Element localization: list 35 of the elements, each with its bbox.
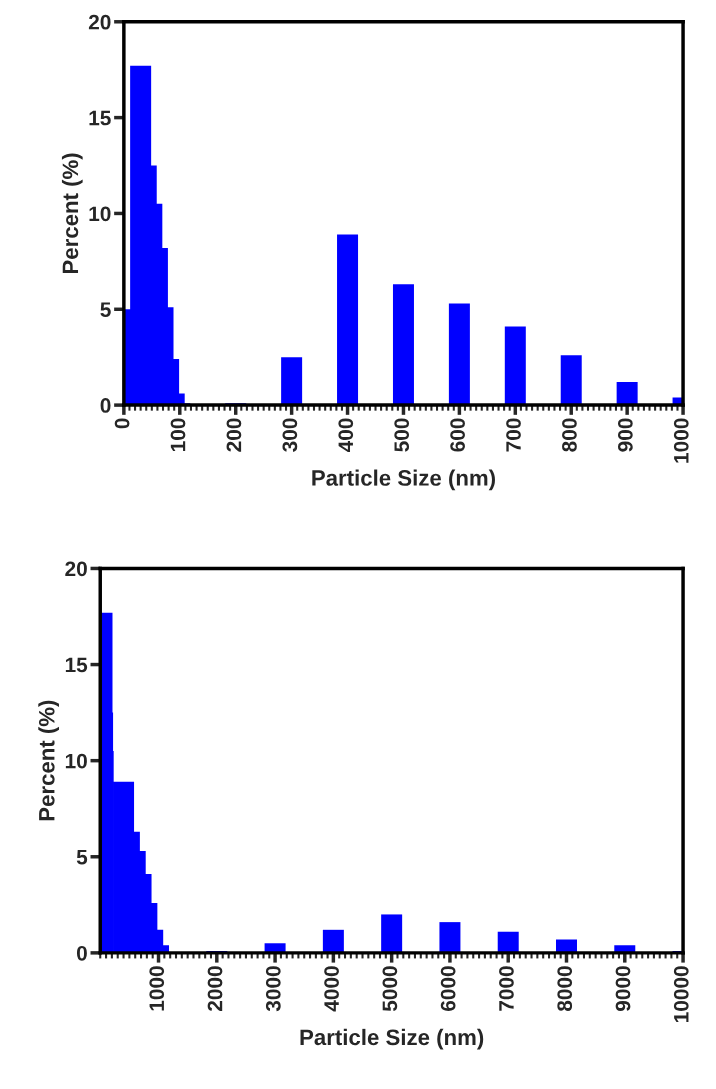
x-tick-label: 800	[562, 418, 577, 452]
y-tick-label: 20	[65, 561, 87, 577]
y-axis-title: Percent (%)	[61, 153, 83, 274]
x-tick-label: 200	[226, 418, 242, 452]
y-tick-label: 10	[89, 206, 111, 222]
x-axis-title: Particle Size (nm)	[312, 469, 495, 491]
x-tick-label: 7000	[499, 966, 514, 1011]
x-tick-label: 10000	[673, 966, 689, 1022]
x-tick-label: 6000	[440, 966, 456, 1011]
x-tick-label: 500	[394, 418, 410, 452]
y-tick-label: 10	[65, 753, 87, 769]
x-tick-label: 9000	[615, 966, 631, 1011]
x-tick-label: 3000	[265, 966, 281, 1012]
x-tick-label: 400	[338, 418, 354, 453]
y-tick-label: 20	[88, 14, 111, 30]
x-tick-label: 600	[450, 418, 465, 452]
x-tick-label: 900	[617, 418, 633, 452]
x-tick-label: 8000	[557, 966, 573, 1012]
x-tick-label: 300	[282, 418, 298, 452]
x-tick-label: 1000	[673, 418, 689, 463]
x-tick-label: 700	[506, 418, 521, 452]
x-tick-label: 0	[114, 418, 130, 429]
y-tick-label: 0	[76, 945, 87, 961]
y-axis-title: Percent (%)	[38, 700, 60, 821]
x-tick-label: 100	[170, 418, 186, 452]
x-tick-label: 4000	[324, 966, 339, 1012]
x-tick-label: 5000	[382, 966, 398, 1012]
y-tick-label: 0	[100, 398, 111, 413]
y-tick-label: 15	[65, 657, 88, 673]
x-tick-label: 1000	[149, 966, 165, 1011]
y-tick-label: 15	[89, 110, 111, 126]
x-tick-label: 2000	[207, 966, 223, 1011]
y-tick-label: 5	[100, 302, 111, 318]
y-tick-label: 5	[76, 849, 88, 865]
x-axis-title: Particle Size (nm)	[300, 1028, 484, 1050]
